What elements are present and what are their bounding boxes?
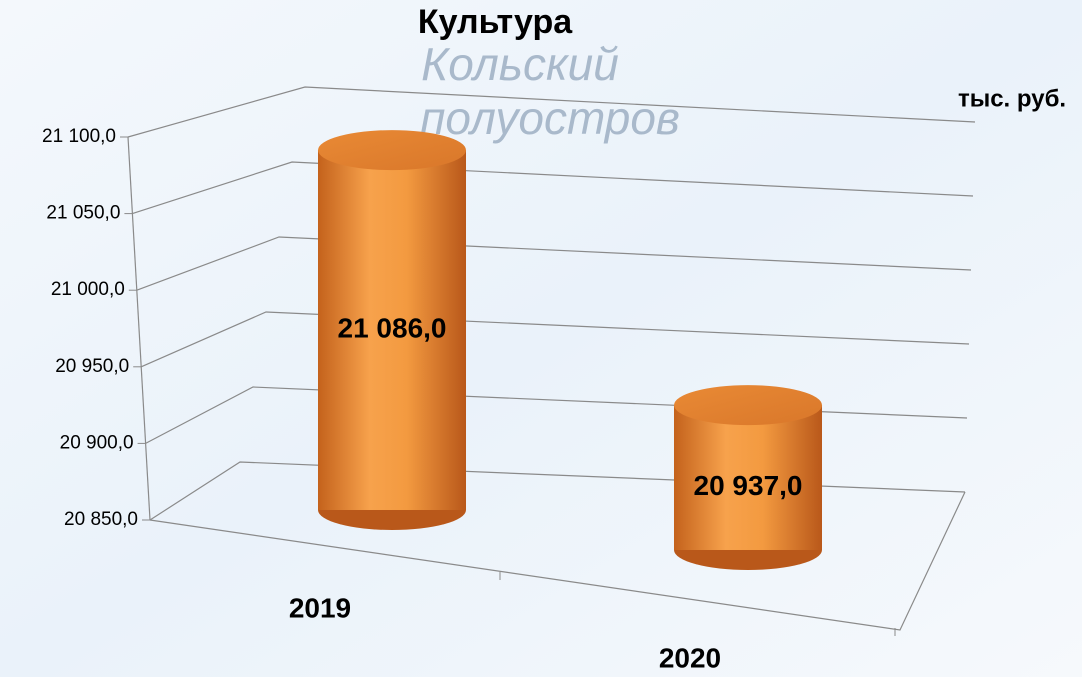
value-label: 20 937,0 [694, 470, 803, 501]
chart-title: Культура [418, 3, 573, 41]
grid-line [140, 311, 970, 368]
y-axis [127, 136, 151, 521]
value-label: 21 086,0 [338, 312, 447, 343]
x-tick-label: 2019 [289, 592, 351, 623]
background-label: полуостров [420, 92, 680, 144]
bar-top [318, 130, 466, 171]
y-tick-label: 20 850,0 [64, 509, 138, 530]
unit-label: тыс. руб. [958, 85, 1066, 112]
y-tick-label: 21 100,0 [42, 126, 116, 147]
grid-line [127, 86, 976, 138]
grid-line [132, 161, 974, 215]
grid-line [136, 236, 972, 291]
y-tick-label: 20 950,0 [55, 356, 129, 377]
x-tick-label: 2020 [659, 642, 721, 673]
background-label: Кольский [421, 38, 619, 90]
bar-top [674, 385, 822, 426]
y-tick-label: 21 000,0 [51, 279, 125, 300]
y-tick-label: 21 050,0 [46, 203, 120, 224]
floor-edge [149, 491, 966, 631]
bar [674, 405, 822, 550]
y-tick-label: 20 900,0 [60, 432, 134, 453]
bar [318, 150, 466, 510]
